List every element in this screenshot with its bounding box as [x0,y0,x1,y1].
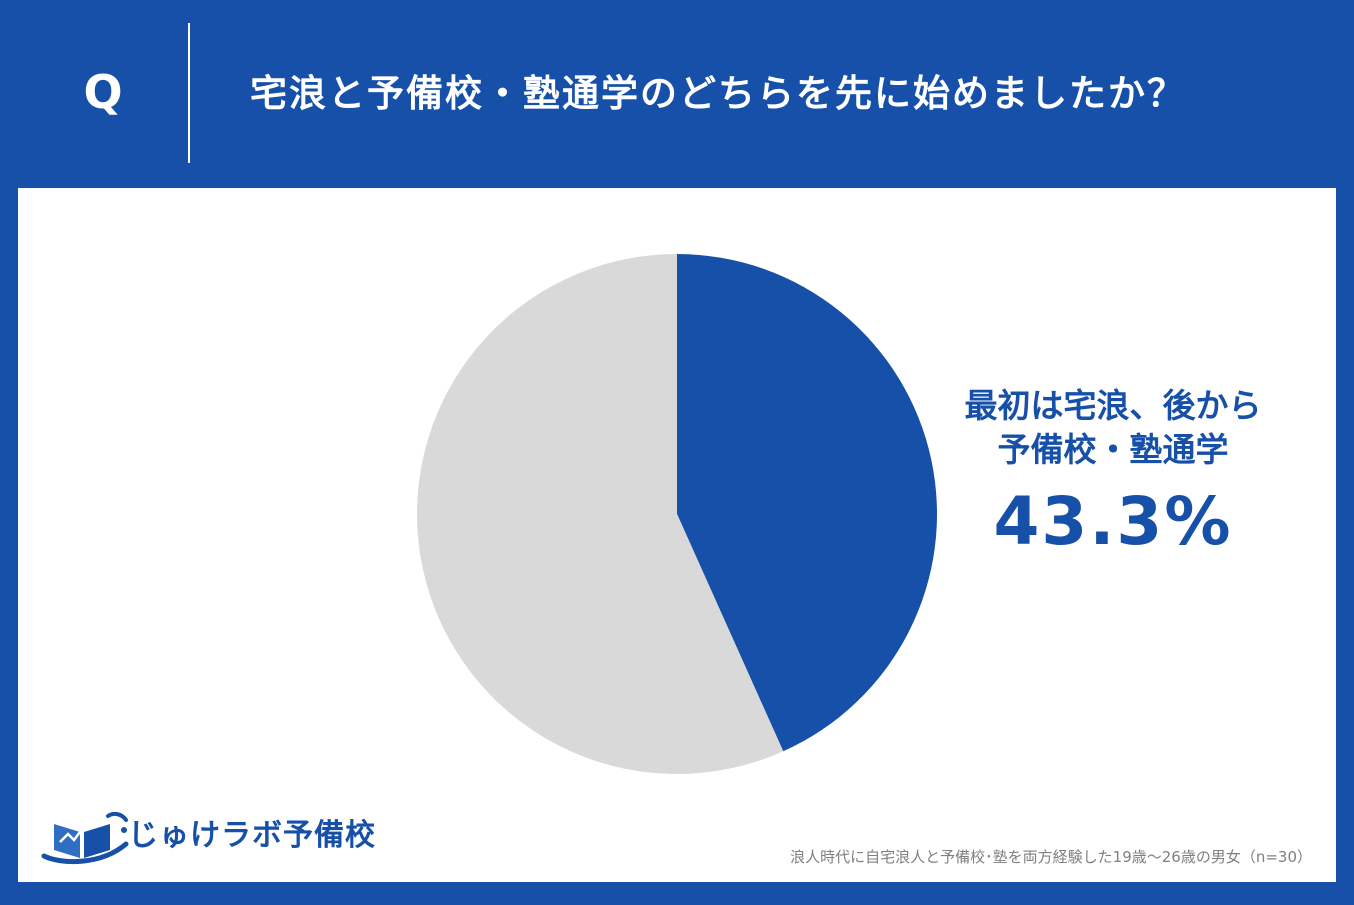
pie-slice-2 [416,254,784,774]
pie-chart [416,254,937,774]
pie-slices [416,254,937,774]
callout-label-line-2: 予備校・塾通学 [997,430,1229,469]
callout-label-line-1: 最初は宅浪、後から [964,386,1262,425]
pie-slice-1 [677,254,937,752]
brand-logo: じゅけラボ予備校 [40,806,375,866]
callout-value: 43.3% [993,483,1233,560]
survey-note: 浪人時代に自宅浪人と予備校･塾を両方経験した19歳～26歳の男女（n=30） [790,848,1312,866]
header-banner: Q 宅浪と予備校・塾通学のどちらを先に始めましたか？ [0,0,1354,188]
highlight-callout: 最初は宅浪、後から 予備校・塾通学 43.3% [933,384,1293,564]
question-title: 宅浪と予備校・塾通学のどちらを先に始めましたか？ [250,72,1186,115]
brand-name: じゅけラボ予備校 [128,818,376,853]
question-marker: Q [83,65,123,119]
chart-panel: 最初は宅浪、後から 予備校・塾通学 43.3% じゅけラボ予備校 浪人時代に自宅… [18,188,1336,882]
header-divider [188,23,190,163]
open-book-icon [41,811,129,865]
